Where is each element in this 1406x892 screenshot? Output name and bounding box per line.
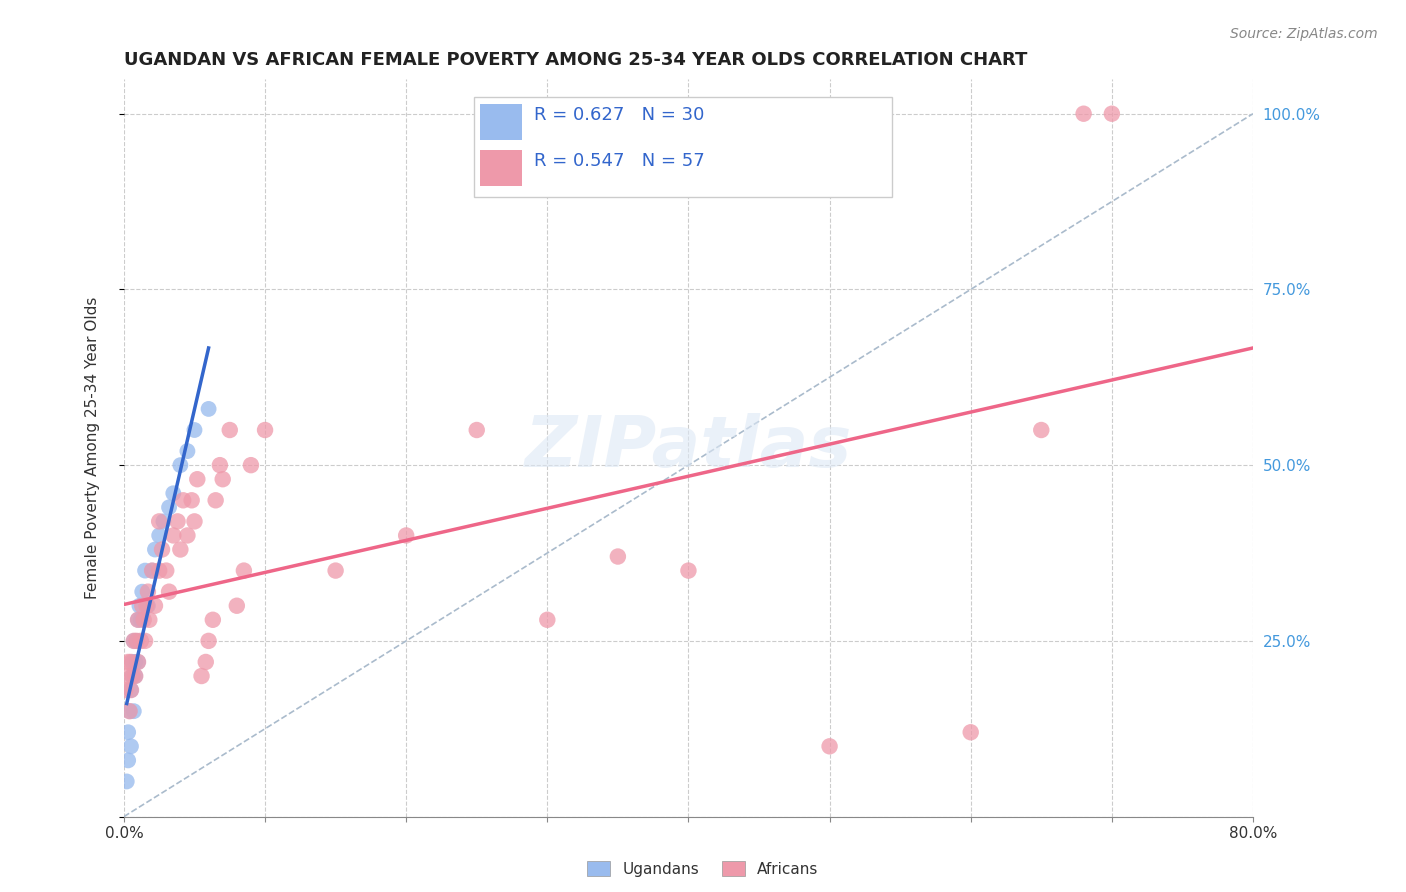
Point [254,423,277,437]
Point [162,486,184,500]
Text: ZIPatlas: ZIPatlas [524,413,852,482]
Point [121,655,143,669]
Point [115,669,138,683]
Legend: Ugandans, Africans: Ugandans, Africans [579,853,827,884]
Point [197,633,219,648]
Point [136,599,159,613]
Point [204,493,226,508]
Point [465,423,488,437]
Point [959,725,981,739]
Point [122,633,145,648]
Point [127,655,149,669]
Point [162,528,184,542]
Point [122,633,145,648]
Point [114,683,136,698]
Point [117,655,139,669]
Point [131,584,153,599]
Point [120,739,142,754]
Point [678,564,700,578]
Text: R = 0.547   N = 57: R = 0.547 N = 57 [534,152,704,169]
Point [395,528,418,542]
Point [129,613,152,627]
Point [536,613,558,627]
Point [117,725,139,739]
Point [117,753,139,767]
Point [148,515,170,529]
Point [124,669,146,683]
Point [180,493,202,508]
Point [818,739,841,754]
Point [208,458,231,472]
Point [127,613,149,627]
Point [232,564,254,578]
Point [172,493,194,508]
Point [120,683,142,698]
Point [325,564,347,578]
Point [134,633,156,648]
Point [120,683,142,698]
FancyBboxPatch shape [474,97,891,196]
Point [169,542,191,557]
Point [1073,106,1095,120]
Point [148,528,170,542]
Point [118,704,141,718]
Point [186,472,208,486]
Text: UGANDAN VS AFRICAN FEMALE POVERTY AMONG 25-34 YEAR OLDS CORRELATION CHART: UGANDAN VS AFRICAN FEMALE POVERTY AMONG … [124,51,1028,69]
FancyBboxPatch shape [479,104,523,140]
Point [169,458,191,472]
Point [121,669,143,683]
Point [124,669,146,683]
Text: Source: ZipAtlas.com: Source: ZipAtlas.com [1230,27,1378,41]
Point [141,564,163,578]
FancyBboxPatch shape [479,150,523,186]
Point [141,564,163,578]
Point [148,564,170,578]
Point [225,599,247,613]
Point [166,515,188,529]
Point [239,458,262,472]
Point [124,655,146,669]
Point [134,564,156,578]
Point [606,549,628,564]
Point [135,599,157,613]
Point [131,599,153,613]
Point [120,655,142,669]
Point [127,655,149,669]
Point [155,564,177,578]
Point [183,423,205,437]
Point [190,669,212,683]
Point [176,528,198,542]
Point [127,613,149,627]
Point [136,584,159,599]
Point [1031,423,1053,437]
Point [143,599,166,613]
Point [138,613,160,627]
Point [157,584,180,599]
Point [201,613,224,627]
Point [197,401,219,416]
Point [1101,106,1123,120]
Point [150,542,173,557]
Point [125,633,148,648]
Point [157,500,180,515]
Point [152,515,174,529]
Point [132,613,155,627]
Y-axis label: Female Poverty Among 25-34 Year Olds: Female Poverty Among 25-34 Year Olds [86,296,100,599]
Point [115,774,138,789]
Point [211,472,233,486]
Text: R = 0.627   N = 30: R = 0.627 N = 30 [534,106,704,124]
Point [176,444,198,458]
Point [122,704,145,718]
Point [183,515,205,529]
Point [121,669,143,683]
Point [218,423,240,437]
Point [129,633,152,648]
Point [118,704,141,718]
Point [194,655,217,669]
Point [128,599,150,613]
Point [125,633,148,648]
Point [143,542,166,557]
